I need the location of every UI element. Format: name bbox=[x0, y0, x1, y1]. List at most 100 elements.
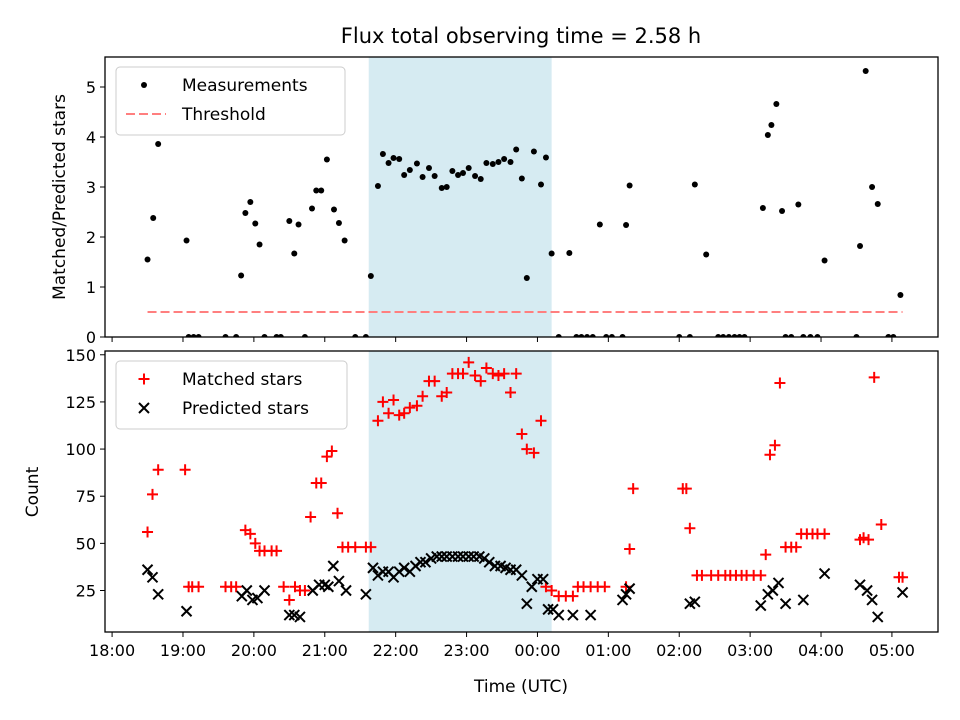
matched-star-point bbox=[349, 541, 361, 553]
matched-star-point bbox=[521, 443, 533, 455]
matched-star-point bbox=[299, 585, 311, 597]
matched-star-point bbox=[463, 356, 475, 368]
predicted-star-point bbox=[521, 598, 533, 610]
measurement-point bbox=[385, 160, 392, 166]
measurement-point bbox=[741, 334, 748, 337]
measurement-point bbox=[764, 132, 771, 138]
matched-star-point bbox=[377, 396, 389, 408]
measurement-point bbox=[566, 250, 573, 256]
matched-star-point bbox=[398, 407, 410, 419]
matched-star-point bbox=[505, 386, 517, 398]
measurement-point bbox=[869, 184, 876, 190]
measurement-point bbox=[782, 334, 789, 337]
matched-star-point bbox=[535, 415, 547, 427]
y-tick-label: 1 bbox=[86, 278, 96, 297]
matched-star-point bbox=[230, 581, 242, 593]
matched-star-point bbox=[179, 464, 191, 476]
predicted-star-point bbox=[419, 556, 432, 568]
measurement-point bbox=[335, 220, 342, 226]
measurement-point bbox=[691, 181, 698, 188]
y-tick-label: 50 bbox=[76, 534, 96, 553]
predicted-star-point bbox=[779, 598, 792, 610]
measurement-point bbox=[465, 165, 472, 171]
predicted-star-point bbox=[623, 582, 636, 595]
measurement-point bbox=[768, 122, 775, 128]
legend-measurements-marker bbox=[141, 82, 147, 88]
legend-label: Threshold bbox=[181, 105, 266, 125]
measurement-point bbox=[419, 174, 426, 180]
predicted-star-point bbox=[689, 596, 701, 608]
measurement-point bbox=[897, 292, 904, 298]
measurement-point bbox=[885, 334, 892, 337]
predicted-star-point bbox=[333, 575, 345, 587]
measurement-point bbox=[323, 156, 330, 163]
matched-star-point bbox=[875, 519, 887, 531]
matched-star-point bbox=[897, 571, 909, 583]
measurement-point bbox=[573, 334, 580, 337]
measurement-point bbox=[183, 237, 190, 244]
measurement-point bbox=[773, 101, 780, 107]
predicted-star-point bbox=[322, 581, 335, 593]
predicted-star-point bbox=[767, 584, 779, 597]
measurement-point bbox=[703, 251, 710, 258]
legend: Matched stars Predicted stars bbox=[115, 360, 348, 430]
matched-star-point bbox=[332, 507, 344, 519]
x-tick-label: 21:00 bbox=[302, 641, 348, 660]
measurement-point bbox=[330, 206, 337, 213]
measurement-point bbox=[555, 334, 562, 337]
measurement-point bbox=[352, 334, 359, 337]
measurement-point bbox=[495, 159, 502, 165]
legend-label: Measurements bbox=[182, 76, 308, 96]
measurement-point bbox=[814, 334, 821, 337]
chart-title: Flux total observing time = 2.58 h bbox=[341, 24, 701, 48]
measurement-point bbox=[603, 334, 610, 337]
measurement-point bbox=[608, 334, 615, 337]
measurement-point bbox=[341, 237, 348, 244]
matched-star-point bbox=[271, 545, 283, 557]
measurement-point bbox=[379, 151, 386, 157]
matched-star-point bbox=[146, 488, 158, 500]
predicted-star-point bbox=[772, 577, 785, 589]
predicted-star-point bbox=[436, 550, 448, 563]
matched-star-point bbox=[516, 428, 528, 440]
measurement-point bbox=[155, 141, 162, 147]
matched-star-point bbox=[868, 371, 880, 383]
predicted-star-point bbox=[896, 586, 909, 599]
measurement-point bbox=[715, 334, 722, 337]
matched-star-point bbox=[764, 449, 776, 461]
y-tick-label: 3 bbox=[86, 178, 96, 197]
matched-star-point bbox=[372, 415, 384, 427]
predicted-star-point bbox=[258, 584, 271, 597]
measurement-point bbox=[518, 175, 525, 182]
matched-star-point bbox=[321, 451, 333, 463]
matched-star-point bbox=[498, 368, 510, 380]
matched-star-point bbox=[627, 483, 639, 495]
measurement-point bbox=[252, 220, 259, 227]
x-tick-label: 18:00 bbox=[89, 641, 135, 660]
x-axis-label: Time (UTC) bbox=[473, 677, 568, 697]
matched-star-point bbox=[393, 409, 405, 421]
predicted-star-point bbox=[141, 564, 154, 576]
predicted-star-point bbox=[241, 584, 253, 597]
matched-star-point bbox=[429, 375, 441, 387]
measurement-point bbox=[548, 250, 555, 257]
matched-star-point bbox=[599, 581, 611, 593]
matched-star-point bbox=[244, 528, 256, 540]
y-tick-label: 5 bbox=[86, 78, 96, 97]
predicted-star-point bbox=[537, 573, 549, 585]
measurement-point bbox=[542, 154, 549, 161]
measurement-point bbox=[261, 334, 268, 337]
matched-star-point bbox=[680, 483, 692, 495]
measurement-point bbox=[676, 334, 683, 337]
matched-star-point bbox=[283, 594, 295, 606]
measurement-point bbox=[779, 208, 786, 214]
measurement-point bbox=[507, 159, 514, 165]
predicted-star-point bbox=[462, 550, 475, 563]
measurement-point bbox=[619, 334, 626, 337]
y-tick-label: 2 bbox=[86, 228, 96, 247]
measurement-point bbox=[367, 273, 374, 279]
predicted-star-point bbox=[283, 609, 296, 621]
measurement-point bbox=[501, 156, 508, 162]
measurement-point bbox=[238, 272, 245, 279]
legend-box bbox=[115, 66, 346, 136]
